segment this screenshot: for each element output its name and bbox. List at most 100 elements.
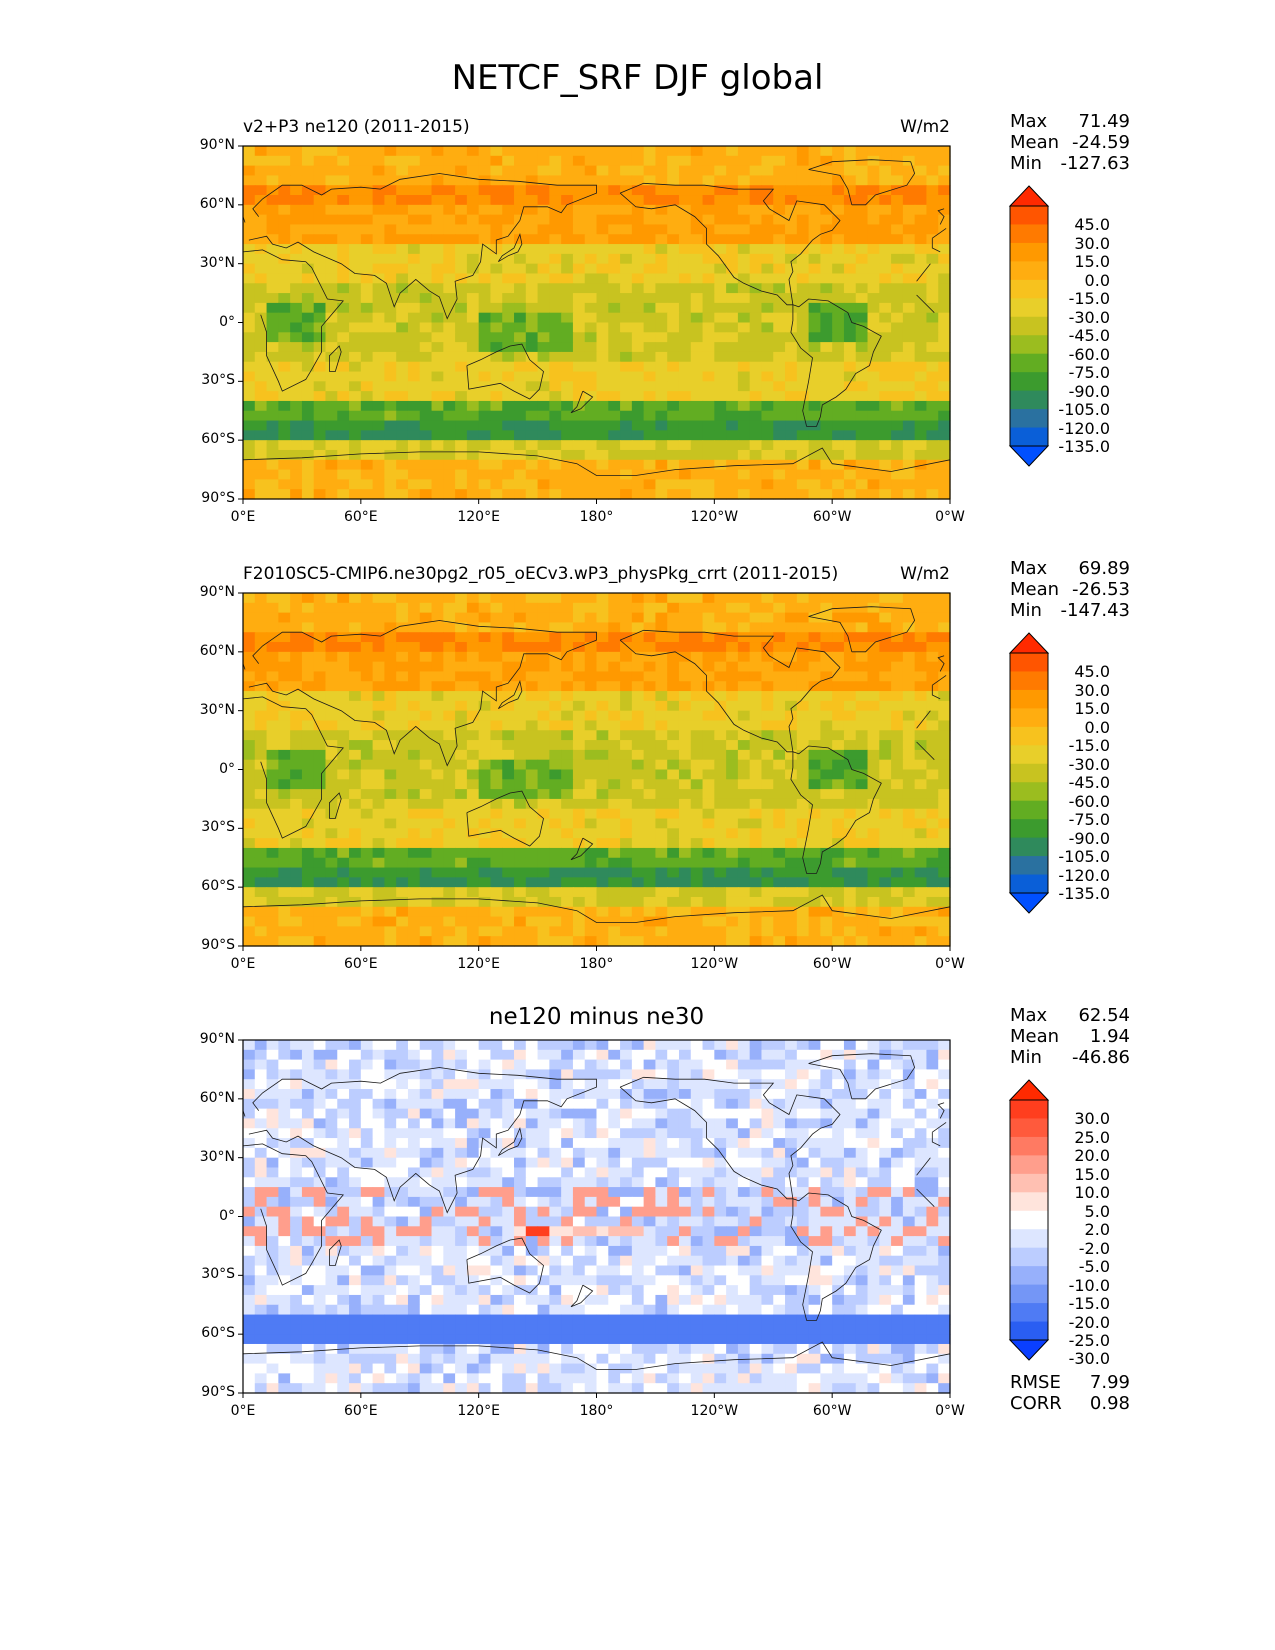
field-cell: [608, 700, 621, 712]
field-cell: [891, 351, 904, 363]
field-cell: [867, 312, 880, 324]
field-cell: [655, 391, 668, 402]
field-cell: [466, 1098, 480, 1110]
field-cell: [290, 808, 303, 820]
field-cell: [561, 769, 574, 780]
field-cell: [714, 867, 727, 878]
field-cell: [525, 798, 539, 810]
field-cell: [655, 155, 668, 167]
field-cell: [313, 661, 327, 673]
field-cell: [785, 400, 798, 412]
field-cell: [490, 302, 503, 314]
field-cell: [243, 469, 256, 480]
field-cell: [938, 612, 951, 624]
field-cell: [254, 224, 268, 235]
field-cell: [773, 749, 786, 761]
field-cell: [407, 273, 421, 284]
field-cell: [761, 146, 774, 157]
field-cell: [337, 808, 350, 820]
field-cell: [832, 410, 845, 422]
field-cell: [761, 430, 774, 441]
field-cell: [443, 195, 456, 206]
field-cell: [726, 759, 739, 771]
field-cell: [301, 916, 315, 927]
field-cell: [360, 410, 374, 422]
field-cell: [879, 283, 892, 294]
field-cell: [490, 273, 503, 284]
field-cell: [667, 1108, 680, 1120]
field-cell: [290, 400, 303, 412]
field-cell: [726, 740, 739, 751]
field-cell: [608, 175, 621, 186]
field-cell: [243, 651, 256, 663]
field-cell: [502, 283, 515, 294]
field-cell: [902, 936, 916, 947]
field-cell: [266, 887, 279, 898]
field-cell: [584, 371, 598, 382]
field-cell: [396, 1049, 409, 1061]
field-cell: [419, 214, 433, 226]
field-cell: [572, 371, 586, 382]
field-cell: [702, 877, 715, 888]
field-cell: [832, 204, 845, 216]
field-cell: [301, 263, 315, 275]
field-cell: [855, 710, 869, 722]
field-cell: [914, 322, 928, 333]
field-cell: [584, 936, 598, 947]
field-cell: [902, 896, 916, 908]
field-cell: [843, 1079, 857, 1090]
field-cell: [796, 479, 810, 490]
field-cell: [431, 749, 444, 761]
field-cell: [514, 410, 527, 422]
field-cell: [572, 400, 586, 412]
field-cell: [396, 710, 409, 722]
field-cell: [584, 681, 598, 692]
field-cell: [584, 244, 598, 255]
field-cell: [549, 720, 562, 731]
field-cell: [337, 283, 350, 294]
field-cell: [843, 632, 857, 643]
field-cell: [396, 622, 409, 633]
field-cell: [773, 410, 786, 422]
field-cell: [525, 730, 539, 741]
field-cell: [372, 622, 385, 633]
field-cell: [466, 253, 480, 265]
field-cell: [584, 185, 598, 196]
field-cell: [431, 234, 444, 245]
field-cell: [290, 681, 303, 692]
field-cell: [737, 479, 751, 490]
field-cell: [431, 283, 444, 294]
field-cell: [396, 410, 409, 422]
field-cell: [490, 351, 503, 363]
field-cell: [631, 244, 645, 255]
field-cell: [832, 798, 845, 810]
field-cell: [455, 351, 468, 363]
field-cell: [572, 887, 586, 898]
field-cell: [384, 155, 397, 167]
field-cell: [938, 916, 951, 927]
field-cell: [301, 253, 315, 265]
field-cell: [938, 632, 951, 643]
field-cell: [879, 651, 892, 663]
field-cell: [266, 651, 279, 663]
field-cell: [290, 906, 303, 918]
field-cell: [796, 165, 810, 177]
field-cell: [372, 479, 385, 490]
field-cell: [773, 1089, 786, 1100]
field-cell: [902, 342, 916, 353]
field-cell: [690, 681, 704, 692]
field-cell: [631, 165, 645, 177]
field-cell: [490, 642, 503, 653]
field-cell: [620, 410, 633, 422]
field-cell: [502, 691, 515, 702]
field-cell: [655, 847, 668, 859]
field-cell: [867, 1089, 880, 1100]
field-cell: [843, 681, 857, 692]
field-cell: [278, 410, 291, 422]
field-cell: [773, 877, 786, 888]
field-cell: [337, 155, 350, 167]
field-cell: [702, 622, 715, 633]
field-cell: [301, 896, 315, 908]
field-cell: [643, 681, 657, 692]
field-cell: [785, 593, 798, 604]
